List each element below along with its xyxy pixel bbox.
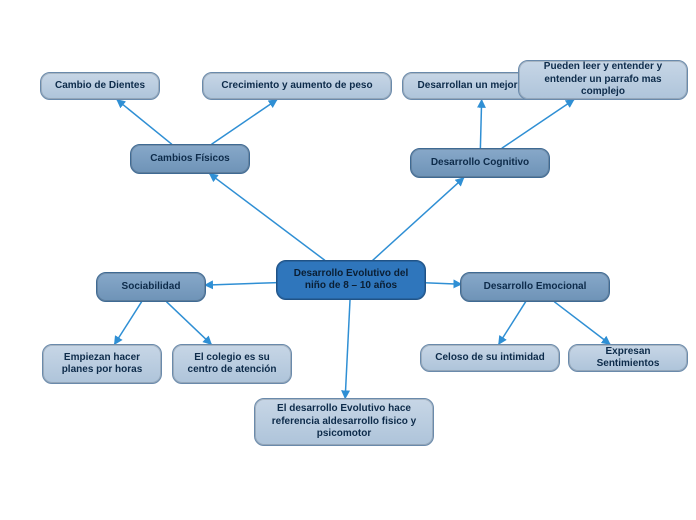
node-leer: Pueden leer y entender y entender un par…	[518, 60, 688, 100]
node-dientes: Cambio de Dientes	[40, 72, 160, 100]
node-fisicos: Cambios Físicos	[130, 144, 250, 174]
node-celoso: Celoso de su intimidad	[420, 344, 560, 372]
node-sentim: Expresan Sentimientos	[568, 344, 688, 372]
edge-cognitivo-leer	[502, 100, 574, 149]
node-colegio: El colegio es su centro de atención	[172, 344, 292, 384]
edge-root-sociab	[205, 283, 278, 286]
node-crecimiento: Crecimiento y aumento de peso	[202, 72, 392, 100]
edge-fisicos-crecimiento	[212, 100, 277, 145]
edge-sociab-planes	[114, 302, 141, 345]
edge-root-cognitivo	[373, 178, 464, 261]
edge-fisicos-dientes	[117, 100, 172, 145]
node-cognitivo: Desarrollo Cognitivo	[410, 148, 550, 178]
edge-sociab-colegio	[166, 302, 211, 345]
edge-cognitivo-habla	[480, 100, 481, 149]
edge-root-emocional	[425, 283, 462, 284]
edge-root-referencia	[345, 300, 350, 399]
node-root: Desarrollo Evolutivo del niño de 8 – 10 …	[276, 260, 426, 300]
node-planes: Empiezan hacer planes por horas	[42, 344, 162, 384]
node-sociab: Sociabilidad	[96, 272, 206, 302]
edge-emocional-sentim	[554, 302, 610, 345]
edge-emocional-celoso	[499, 302, 526, 345]
node-emocional: Desarrollo Emocional	[460, 272, 610, 302]
edge-root-fisicos	[210, 174, 325, 261]
node-referencia: El desarrollo Evolutivo hace referencia …	[254, 398, 434, 446]
